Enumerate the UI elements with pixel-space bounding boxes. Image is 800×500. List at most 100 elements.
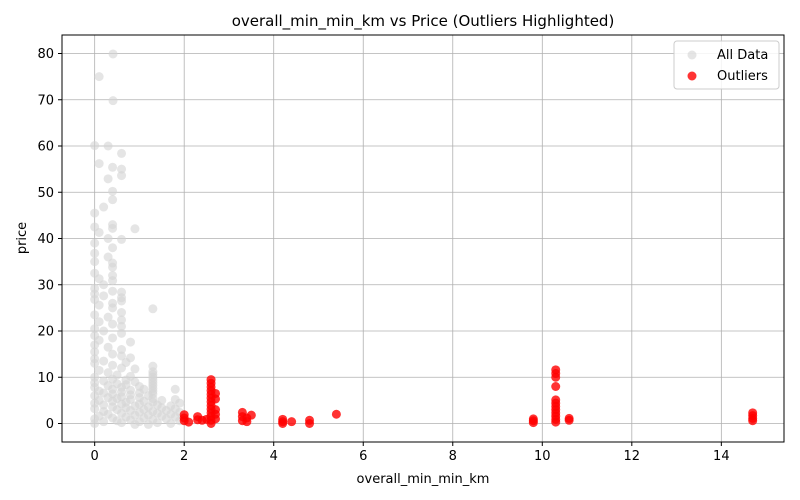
x-tick-label: 14 — [713, 449, 730, 464]
x-axis-ticks: 0 2 4 6 8 10 12 14 — [91, 442, 730, 464]
y-axis-label: price — [15, 222, 30, 254]
data-point — [117, 164, 127, 174]
y-tick-label: 60 — [37, 140, 54, 155]
y-tick-label: 20 — [37, 325, 54, 340]
x-tick-label: 0 — [91, 449, 99, 464]
data-point — [108, 243, 118, 253]
outlier-point — [305, 419, 315, 428]
data-point — [108, 223, 118, 233]
data-point — [117, 345, 127, 354]
x-tick-label: 6 — [359, 449, 367, 464]
data-point — [166, 419, 176, 428]
data-point — [103, 312, 113, 322]
x-tick-label: 10 — [534, 449, 551, 464]
data-point — [99, 291, 109, 301]
data-point — [117, 308, 127, 317]
x-tick-label: 4 — [270, 449, 278, 464]
outlier-point — [211, 394, 221, 404]
outlier-point — [528, 418, 538, 428]
data-point — [117, 315, 127, 325]
data-point — [117, 234, 127, 244]
data-point — [108, 333, 118, 343]
data-point — [103, 141, 113, 151]
data-point — [108, 49, 118, 59]
data-point — [90, 324, 100, 334]
data-point — [90, 358, 100, 368]
data-point — [108, 303, 118, 313]
outlier-point — [551, 417, 561, 427]
y-tick-label: 30 — [37, 278, 54, 293]
legend-marker-all-data — [687, 50, 697, 60]
chart-title: overall_min_min_km vs Price (Outliers Hi… — [232, 12, 615, 31]
data-point — [108, 262, 118, 272]
data-point — [108, 276, 118, 286]
y-tick-label: 80 — [37, 47, 54, 62]
grid-lines — [62, 35, 784, 442]
data-point — [94, 227, 104, 237]
series-outliers — [179, 365, 758, 428]
data-point — [117, 418, 127, 428]
data-point — [117, 171, 127, 181]
outlier-point — [331, 409, 341, 419]
outlier-point — [278, 419, 288, 428]
legend-label-all-data: All Data — [717, 48, 768, 63]
outlier-point — [551, 372, 561, 382]
data-point — [152, 418, 162, 428]
data-point — [108, 349, 118, 359]
data-point — [117, 363, 127, 373]
data-point — [99, 280, 109, 290]
data-point — [125, 337, 135, 347]
data-point — [90, 340, 100, 350]
data-point — [103, 342, 113, 352]
data-point — [90, 238, 100, 248]
data-point — [108, 96, 118, 106]
y-tick-label: 10 — [37, 371, 54, 386]
data-point — [103, 368, 113, 378]
data-point — [90, 248, 100, 258]
y-tick-label: 40 — [37, 232, 54, 247]
y-axis-ticks: 0 10 20 30 40 50 60 70 80 — [37, 47, 62, 432]
legend-box — [673, 40, 780, 90]
data-point — [170, 384, 180, 394]
data-point — [90, 208, 100, 218]
data-point — [90, 404, 100, 414]
data-point — [117, 296, 127, 306]
y-tick-label: 0 — [46, 417, 54, 432]
data-point — [108, 286, 118, 296]
data-point — [90, 257, 100, 267]
data-point — [90, 310, 100, 320]
outlier-point — [551, 382, 561, 391]
outlier-point — [184, 417, 194, 427]
data-point — [117, 148, 127, 158]
data-point — [148, 304, 158, 314]
y-tick-label: 70 — [37, 93, 54, 108]
data-point — [117, 351, 127, 361]
outlier-point — [246, 410, 256, 420]
data-point — [90, 419, 100, 428]
legend: All Data Outliers — [673, 40, 780, 90]
outlier-point — [748, 416, 758, 426]
data-point — [143, 419, 153, 429]
data-point — [94, 365, 104, 375]
data-point — [94, 159, 104, 169]
data-point — [103, 174, 113, 184]
data-point — [130, 224, 140, 234]
legend-marker-outliers — [687, 71, 697, 81]
outlier-point — [287, 417, 297, 427]
data-point — [108, 162, 118, 172]
data-point — [103, 234, 113, 243]
outlier-point — [242, 417, 252, 427]
y-tick-label: 50 — [37, 186, 54, 201]
x-tick-label: 8 — [449, 449, 457, 464]
data-point — [108, 319, 118, 329]
data-point — [108, 195, 118, 205]
data-point — [90, 141, 100, 151]
series-all-data — [90, 49, 185, 429]
data-point — [94, 72, 104, 82]
outlier-point — [211, 414, 221, 424]
data-point — [90, 347, 100, 357]
data-point — [117, 328, 127, 338]
data-point — [130, 364, 140, 374]
data-point — [108, 360, 118, 370]
